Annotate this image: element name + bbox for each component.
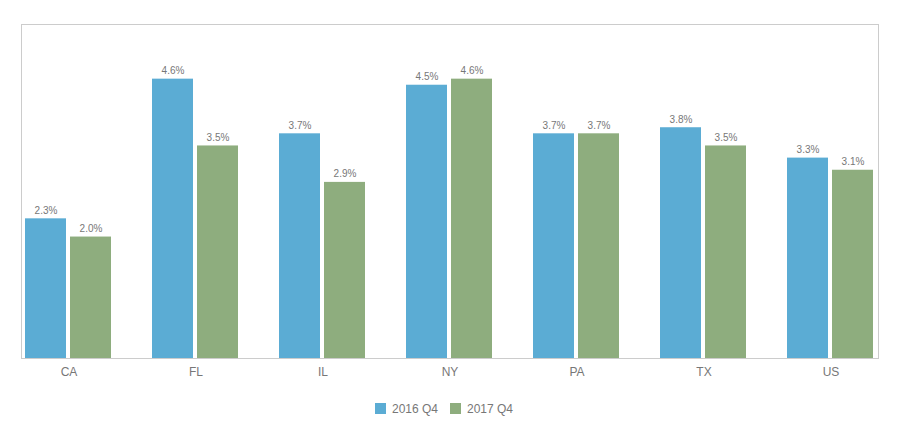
svg-text:NY: NY [442,365,459,379]
svg-text:CA: CA [61,365,78,379]
svg-text:FL: FL [189,365,203,379]
svg-text:3.5%: 3.5% [207,132,230,143]
svg-text:3.7%: 3.7% [289,120,312,131]
svg-text:4.5%: 4.5% [416,71,439,82]
svg-text:2.0%: 2.0% [80,223,103,234]
svg-text:3.7%: 3.7% [588,120,611,131]
svg-text:PA: PA [569,365,584,379]
svg-text:IL: IL [318,365,328,379]
svg-text:4.6%: 4.6% [461,65,484,76]
svg-text:3.7%: 3.7% [543,120,566,131]
svg-text:US: US [823,365,840,379]
svg-text:2.9%: 2.9% [334,168,357,179]
html-text:2016 Q4: 2016 Q4 [392,401,438,416]
svg-text:4.6%: 4.6% [162,65,185,76]
svg-text:2.3%: 2.3% [35,205,58,216]
svg-text:3.5%: 3.5% [715,132,738,143]
svg-text:3.1%: 3.1% [842,156,865,167]
html-text:2017 Q4: 2017 Q4 [467,401,513,416]
svg-text:3.8%: 3.8% [670,114,693,125]
svg-text:TX: TX [696,365,711,379]
svg-text:3.3%: 3.3% [797,144,820,155]
